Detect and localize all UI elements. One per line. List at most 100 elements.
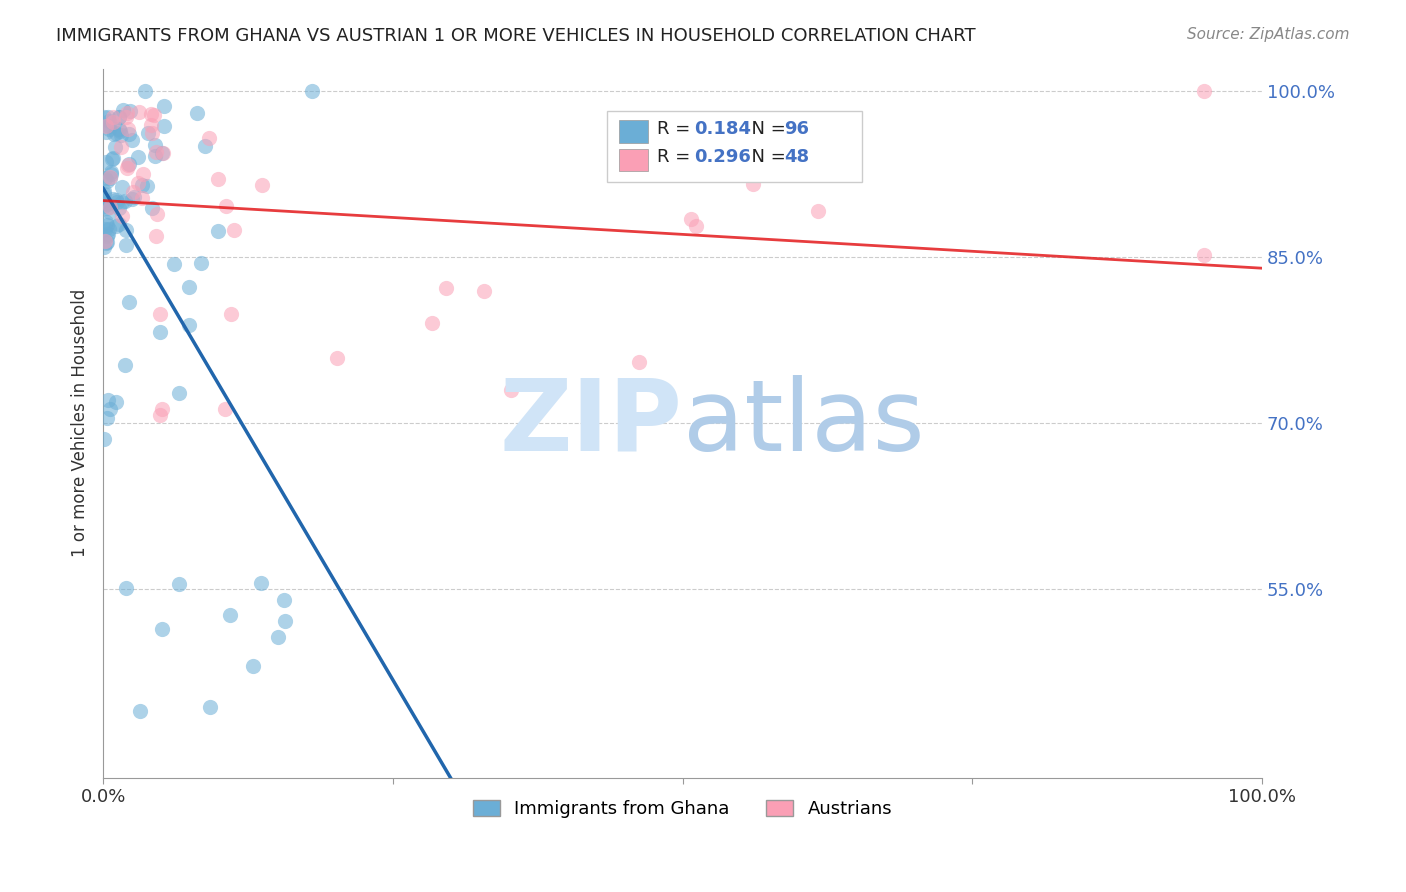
Immigrants from Ghana	[267, 630, 290, 644]
Immigrants from Ghana	[93, 433, 115, 447]
Immigrants from Ghana	[96, 201, 118, 215]
Immigrants from Ghana	[218, 608, 240, 623]
Immigrants from Ghana	[127, 150, 149, 164]
Immigrants from Ghana	[94, 171, 117, 186]
Immigrants from Ghana	[105, 126, 128, 140]
Immigrants from Ghana	[94, 215, 117, 229]
Immigrants from Ghana	[111, 179, 134, 194]
Austrians	[128, 105, 150, 120]
Austrians	[127, 177, 149, 191]
Immigrants from Ghana	[122, 190, 145, 204]
Austrians	[115, 106, 138, 120]
Austrians	[679, 212, 702, 227]
Immigrants from Ghana	[98, 205, 121, 219]
Immigrants from Ghana	[136, 179, 159, 194]
Immigrants from Ghana	[104, 140, 127, 154]
Immigrants from Ghana	[101, 152, 124, 166]
Austrians	[139, 107, 162, 121]
Immigrants from Ghana	[111, 195, 134, 210]
Immigrants from Ghana	[100, 167, 122, 181]
Immigrants from Ghana	[104, 193, 127, 207]
Immigrants from Ghana	[118, 157, 141, 171]
Austrians	[145, 145, 167, 160]
Austrians	[152, 146, 174, 161]
Immigrants from Ghana	[129, 704, 152, 718]
Immigrants from Ghana	[250, 575, 273, 590]
Immigrants from Ghana	[98, 221, 121, 235]
Austrians	[685, 219, 707, 233]
Immigrants from Ghana	[177, 280, 200, 294]
Austrians	[94, 119, 117, 133]
Austrians	[741, 177, 763, 191]
Austrians	[214, 401, 236, 416]
Immigrants from Ghana	[115, 581, 138, 595]
Immigrants from Ghana	[94, 155, 117, 169]
Austrians	[98, 200, 121, 214]
Text: N =: N =	[741, 120, 792, 137]
Immigrants from Ghana	[94, 195, 117, 210]
Immigrants from Ghana	[153, 99, 176, 113]
Austrians	[207, 171, 229, 186]
Austrians	[222, 222, 245, 236]
Text: 48: 48	[785, 148, 810, 166]
Immigrants from Ghana	[150, 145, 173, 160]
Austrians	[131, 167, 153, 181]
Legend: Immigrants from Ghana, Austrians: Immigrants from Ghana, Austrians	[465, 793, 900, 825]
Immigrants from Ghana	[118, 294, 141, 309]
Austrians	[94, 235, 117, 249]
Austrians	[215, 199, 238, 213]
Immigrants from Ghana	[108, 110, 131, 124]
Immigrants from Ghana	[121, 193, 143, 207]
Y-axis label: 1 or more Vehicles in Household: 1 or more Vehicles in Household	[72, 289, 89, 558]
Immigrants from Ghana	[134, 84, 156, 98]
Immigrants from Ghana	[108, 124, 131, 138]
Immigrants from Ghana	[98, 114, 121, 128]
Immigrants from Ghana	[301, 84, 323, 98]
Immigrants from Ghana	[141, 201, 163, 215]
Austrians	[111, 210, 134, 224]
Immigrants from Ghana	[93, 193, 115, 207]
Immigrants from Ghana	[167, 385, 190, 400]
Immigrants from Ghana	[96, 197, 118, 211]
Austrians	[250, 178, 273, 192]
Austrians	[145, 207, 167, 221]
Austrians	[122, 185, 145, 199]
Text: N =: N =	[741, 148, 792, 166]
Immigrants from Ghana	[273, 592, 295, 607]
Immigrants from Ghana	[97, 393, 120, 408]
Immigrants from Ghana	[108, 217, 131, 231]
Immigrants from Ghana	[198, 699, 221, 714]
Immigrants from Ghana	[98, 401, 121, 416]
Austrians	[145, 228, 167, 243]
Austrians	[101, 115, 124, 129]
Immigrants from Ghana	[93, 185, 115, 199]
Immigrants from Ghana	[149, 325, 172, 339]
Austrians	[149, 307, 172, 321]
Immigrants from Ghana	[104, 395, 127, 409]
Text: atlas: atlas	[682, 375, 924, 472]
Austrians	[472, 284, 495, 298]
Austrians	[434, 281, 457, 295]
Immigrants from Ghana	[114, 194, 136, 208]
Immigrants from Ghana	[186, 105, 208, 120]
Austrians	[325, 351, 347, 365]
Austrians	[422, 316, 444, 330]
Immigrants from Ghana	[93, 240, 115, 254]
Immigrants from Ghana	[100, 165, 122, 179]
Austrians	[198, 131, 221, 145]
Immigrants from Ghana	[103, 192, 125, 206]
Immigrants from Ghana	[114, 359, 136, 373]
Immigrants from Ghana	[96, 174, 118, 188]
Immigrants from Ghana	[115, 222, 138, 236]
Text: 0.184: 0.184	[695, 120, 751, 137]
Austrians	[131, 191, 153, 205]
FancyBboxPatch shape	[619, 120, 648, 143]
Austrians	[501, 384, 523, 398]
Immigrants from Ghana	[118, 104, 141, 119]
Austrians	[98, 170, 121, 185]
Immigrants from Ghana	[96, 218, 118, 232]
Austrians	[139, 118, 162, 132]
Immigrants from Ghana	[274, 614, 297, 628]
Austrians	[115, 161, 138, 175]
FancyBboxPatch shape	[619, 149, 648, 171]
